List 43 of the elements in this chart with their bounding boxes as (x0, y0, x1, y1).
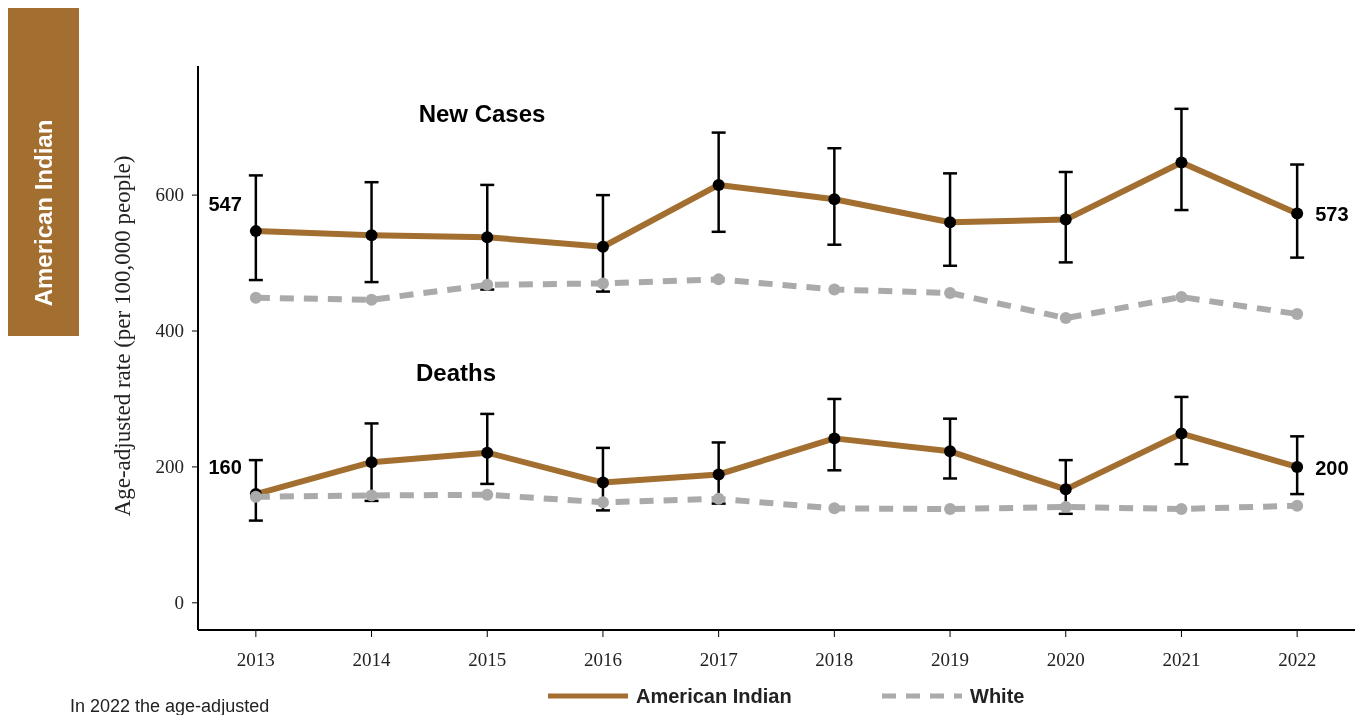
x-tick-label: 2022 (1278, 649, 1317, 670)
data-label: 573 (1315, 203, 1349, 226)
y-tick-label: 200 (155, 455, 184, 477)
y-tick-label: 400 (155, 320, 184, 342)
legend-label: American Indian (636, 685, 792, 707)
x-tick-label: 2019 (931, 649, 970, 670)
point (596, 496, 609, 509)
point (481, 278, 494, 291)
point (365, 293, 378, 306)
annotation: New Cases (418, 100, 546, 127)
y-tick-label: 600 (155, 184, 184, 206)
legend-label: White (970, 685, 1025, 707)
x-tick-label: 2018 (815, 649, 854, 670)
point (1059, 501, 1072, 514)
point (365, 489, 378, 502)
point (1291, 499, 1304, 512)
point (1175, 503, 1188, 516)
point (1175, 291, 1188, 304)
data-label: 200 (1315, 456, 1349, 479)
text: In 2022 the age-adjusted (70, 696, 270, 715)
point (249, 291, 262, 304)
text: American Indian (30, 119, 57, 307)
x-tick-label: 2021 (1162, 649, 1201, 670)
x-tick-label: 2013 (236, 649, 275, 670)
x-tick-label: 2020 (1046, 649, 1085, 670)
point (944, 286, 957, 299)
y-tick-label: 0 (174, 591, 184, 613)
point (828, 502, 841, 515)
data-label: 547 (208, 193, 242, 216)
point (712, 273, 725, 286)
x-tick-label: 2014 (352, 649, 392, 670)
point (1059, 312, 1072, 325)
x-tick-label: 2016 (583, 649, 622, 670)
data-label: 160 (208, 456, 242, 479)
x-tick-label: 2017 (699, 649, 738, 670)
point (1291, 308, 1304, 321)
annotation: Deaths (415, 359, 497, 386)
y-axis-title: Age-adjusted rate (per 100,000 people) (110, 155, 135, 517)
x-tick-label: 2015 (468, 649, 507, 670)
point (596, 277, 609, 290)
point (712, 492, 725, 505)
point (828, 283, 841, 296)
point (481, 488, 494, 501)
